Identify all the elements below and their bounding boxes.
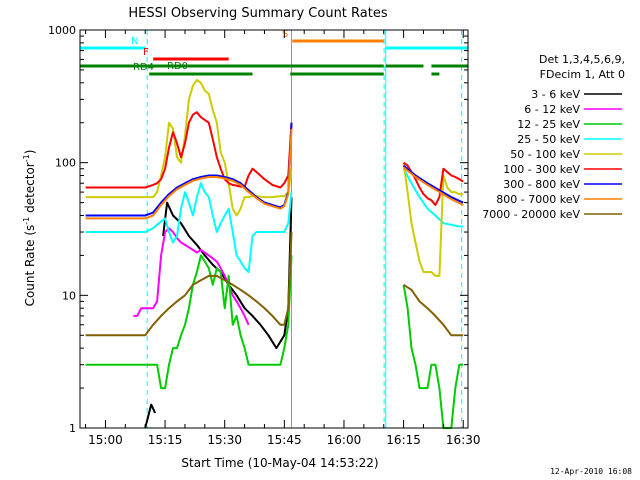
series-line-7 <box>85 128 464 220</box>
x-tick-label-3: 15:45 <box>267 433 302 447</box>
series-line-6 <box>85 122 464 217</box>
series-line-8 <box>85 231 464 337</box>
plot-area: NF RD0 RD4 S 1 10 100 1000 15:00 15:15 15:30 15:45 1… <box>48 24 481 447</box>
series-line-3 <box>85 168 464 273</box>
legend-label-7: 800 - 7000 keV <box>496 193 580 206</box>
chart-title: HESSI Observing Summary Count Rates <box>128 6 387 21</box>
legend-label-0: 3 - 6 keV <box>531 88 580 101</box>
y-axis-label: Count Rate (s-1 detector-1) <box>22 150 37 307</box>
y-tick-label-3: 1000 <box>48 24 76 37</box>
series-line-2 <box>85 254 464 429</box>
legend-label-6: 300 - 800 keV <box>503 178 580 191</box>
x-tick-label-0: 15:00 <box>88 433 123 447</box>
legend-label-2: 12 - 25 keV <box>517 118 580 131</box>
flag-label-n: N <box>131 36 138 47</box>
y-tick-label-1: 10 <box>62 289 76 302</box>
flag-label-rd0: RD0 <box>167 61 188 72</box>
legend-label-8: 7000 - 20000 keV <box>482 208 580 221</box>
legend-label-5: 100 - 300 keV <box>503 163 580 176</box>
legend-header-line2: FDecim 1, Att 0 <box>540 68 625 81</box>
series-line-4 <box>85 79 464 277</box>
x-tick-label-1: 15:15 <box>148 433 183 447</box>
legend-label-3: 25 - 50 keV <box>517 133 580 146</box>
x-tick-label-4: 16:00 <box>327 433 362 447</box>
x-tick-label-6: 16:30 <box>446 433 481 447</box>
x-tick-label-2: 15:30 <box>207 433 242 447</box>
legend-label-1: 6 - 12 keV <box>524 103 580 116</box>
y-tick-label-2: 100 <box>55 157 76 170</box>
legend: Det 1,3,4,5,6,9, FDecim 1, Att 0 3 - 6 k… <box>482 53 625 221</box>
legend-header-line1: Det 1,3,4,5,6,9, <box>539 53 625 66</box>
x-axis-label: Start Time (10-May-04 14:53:22) <box>181 456 378 470</box>
flag-label-rd4: RD4 <box>133 62 154 73</box>
flag-label-f: F <box>143 47 149 58</box>
legend-label-4: 50 - 100 keV <box>510 148 580 161</box>
y-tick-label-0: 1 <box>69 422 76 435</box>
flag-label-s: S <box>282 29 288 40</box>
generation-timestamp: 12-Apr-2010 16:08 <box>550 467 632 476</box>
plot-frame <box>79 29 469 429</box>
x-tick-label-5: 16:15 <box>386 433 421 447</box>
